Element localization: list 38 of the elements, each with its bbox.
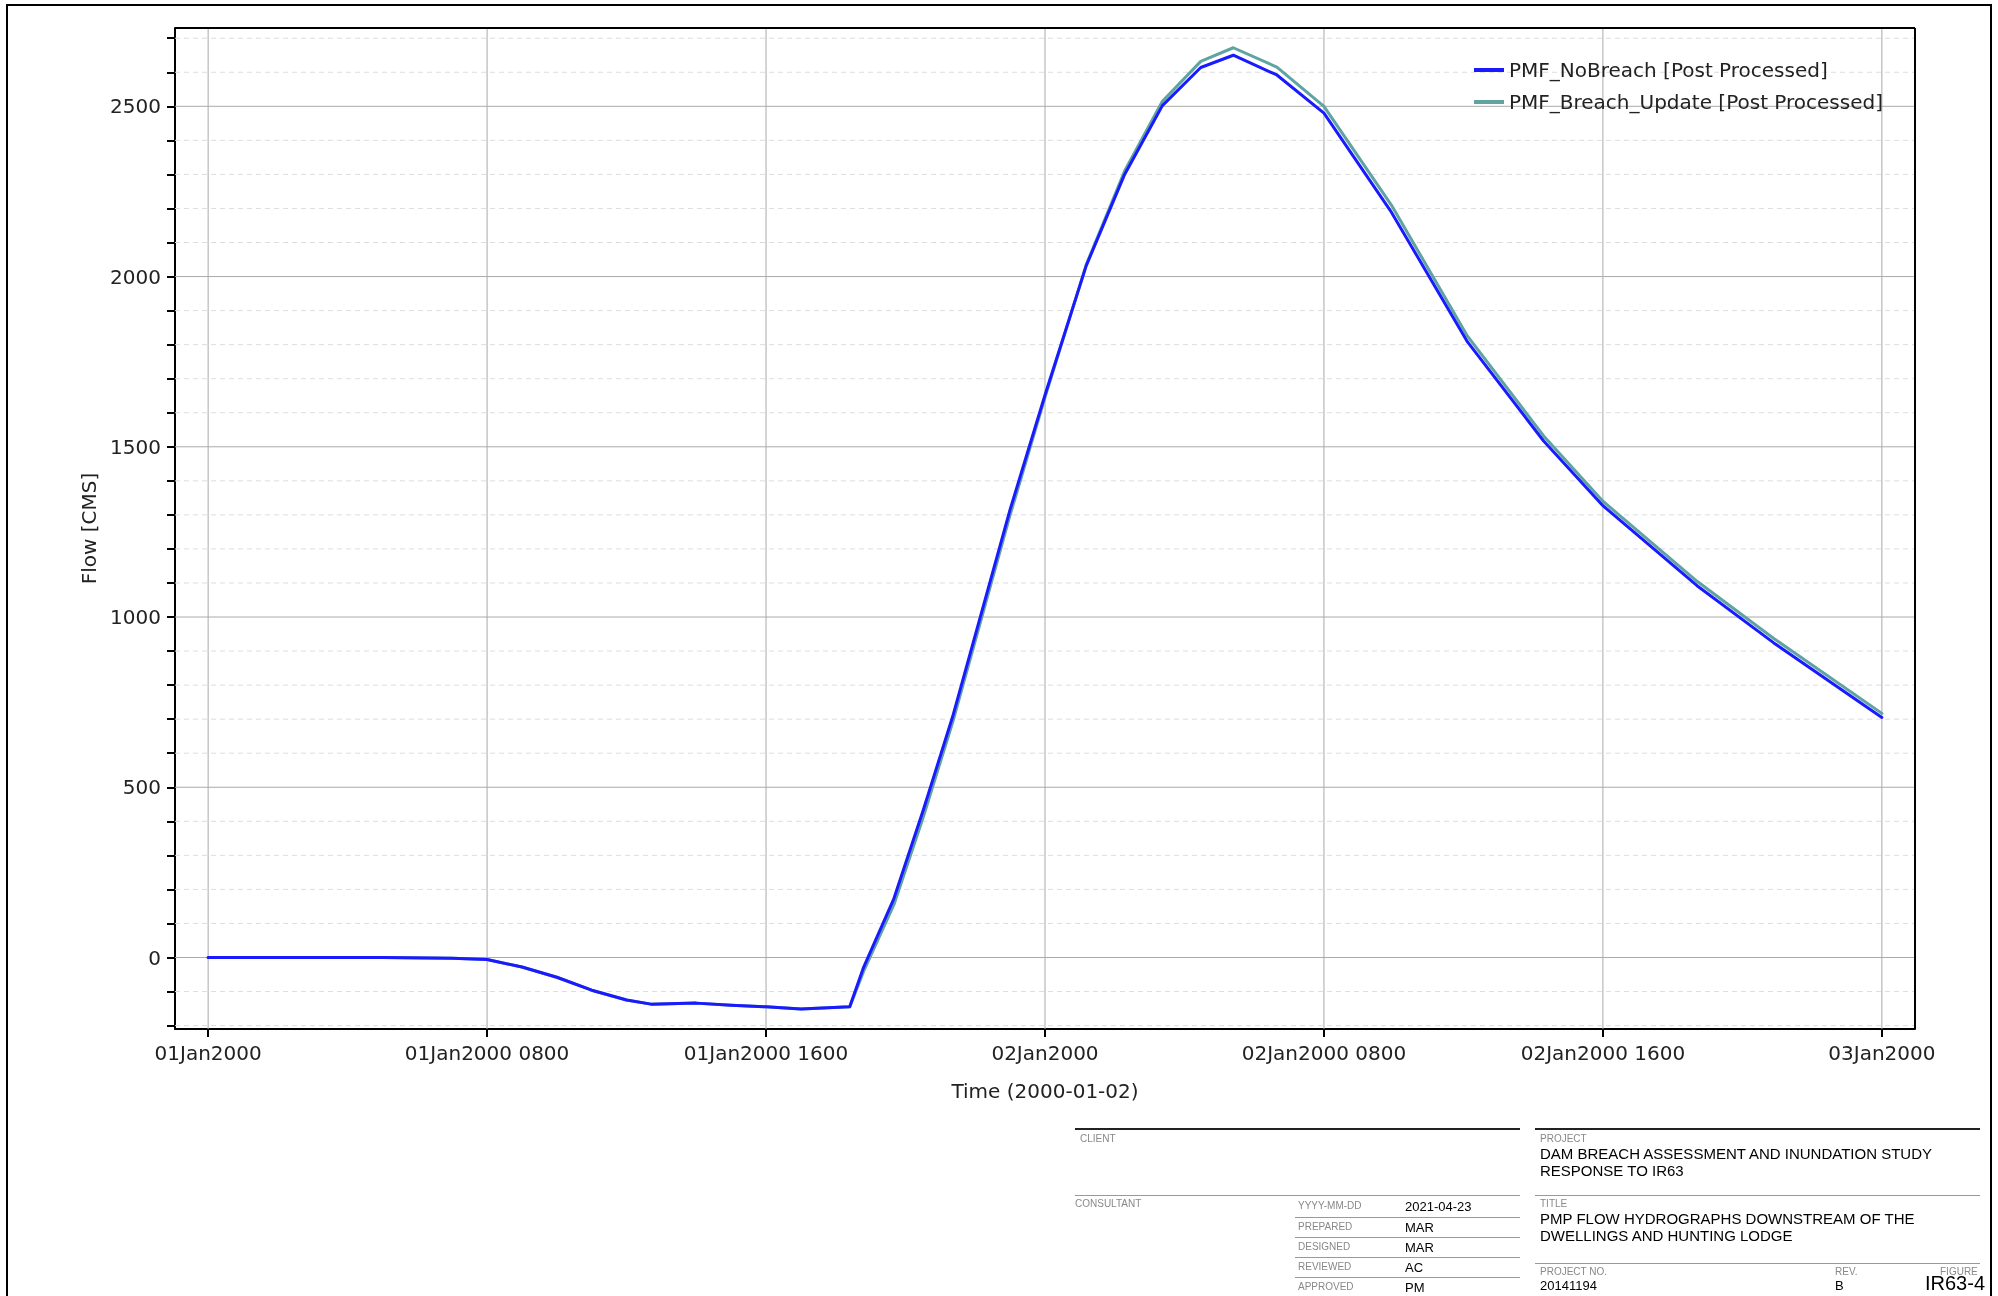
text: PREPARED — [1298, 1221, 1353, 1232]
text: MAR — [1405, 1240, 1434, 1255]
text: AC — [1405, 1260, 1424, 1275]
x-tick-label: 01Jan2000 — [154, 1041, 262, 1065]
x-tick-label: 02Jan2000 — [991, 1041, 1099, 1065]
text: REV. — [1835, 1266, 1858, 1277]
text: PROJECT — [1540, 1133, 1587, 1144]
text: 2021-04-23 — [1405, 1199, 1472, 1214]
y-tick-label: 2500 — [110, 94, 161, 119]
y-tick-label: 1500 — [110, 434, 161, 459]
text: REVIEWED — [1298, 1261, 1352, 1272]
text: PM — [1405, 1280, 1425, 1295]
text: CONSULTANT — [1075, 1198, 1142, 1209]
text: PMP FLOW HYDROGRAPHS DOWNSTREAM OF THE DWELLINGS AND HUNTING LODGE — [1540, 1210, 1916, 1244]
x-tick-label: 03Jan2000 — [1828, 1041, 1936, 1065]
x-tick-label: 02Jan2000 0800 — [1241, 1041, 1407, 1065]
x-tick-label: 01Jan2000 0800 — [404, 1041, 570, 1065]
text: MAR — [1405, 1220, 1434, 1235]
text: YYYY-MM-DD — [1298, 1200, 1362, 1211]
y-tick-label: 2000 — [110, 264, 161, 289]
text: DAM BREACH ASSESSMENT AND INUNDATION STUDY RESPONSE TO IR63 — [1540, 1145, 1933, 1179]
x-tick-label: 01Jan2000 1600 — [683, 1041, 849, 1065]
legend-label: PMF_Breach_Update [Post Processed] — [1508, 90, 1884, 114]
text: TITLE — [1540, 1198, 1568, 1209]
y-tick-label: 1000 — [110, 605, 161, 630]
legend-label: PMF_NoBreach [Post Processed] — [1508, 58, 1828, 82]
text: CLIENT — [1080, 1133, 1116, 1144]
x-axis-title: Time (2000-01-02) — [950, 1079, 1139, 1103]
text: B — [1835, 1278, 1844, 1293]
y-tick-label: 500 — [122, 775, 161, 800]
text: DESIGNED — [1298, 1241, 1351, 1252]
text: PROJECT NO. — [1540, 1266, 1608, 1277]
text: FIGURE — [1940, 1266, 1978, 1277]
text: 20141194 — [1540, 1278, 1597, 1293]
y-axis-title: Flow [CMS] — [77, 472, 102, 585]
y-tick-label: 0 — [148, 945, 161, 970]
x-tick-label: 02Jan2000 1600 — [1520, 1041, 1686, 1065]
text: APPROVED — [1298, 1281, 1354, 1292]
